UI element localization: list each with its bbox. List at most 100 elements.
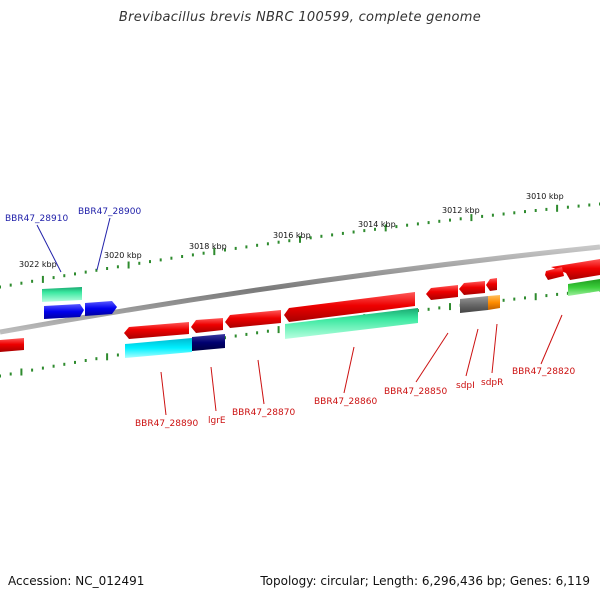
gene-bbr47-28860-arrow[interactable]: [284, 292, 415, 322]
outer-scale-major-tick: [384, 224, 387, 232]
outer-scale-minor-tick: [288, 239, 291, 243]
outer-scale-minor-tick: [374, 227, 376, 231]
inner-scale-minor-tick: [266, 329, 269, 333]
inner-scale-major-tick: [277, 326, 280, 334]
outer-scale-minor-tick: [0, 285, 1, 289]
inner-scale-minor-tick: [84, 359, 87, 362]
inner-scale-minor-tick: [41, 366, 44, 370]
outer-scale-major-tick: [299, 235, 301, 243]
gene-bbr47-28870-arrow[interactable]: [225, 310, 281, 328]
scale-labels: 3022 kbp 3020 kbp 3018 kbp 3016 kbp 3014…: [19, 192, 564, 269]
inner-scale-minor-tick: [524, 296, 526, 300]
label-bbr47-28890[interactable]: BBR47_28890: [135, 419, 198, 429]
leader-lines: [36, 217, 563, 416]
label-bbr47-28900[interactable]: BBR47_28900: [78, 207, 141, 217]
outer-scale-minor-tick: [320, 234, 323, 238]
gene-sdpi-bar[interactable]: [460, 296, 488, 313]
outer-scale-minor-tick: [309, 236, 312, 240]
leader-bbr47-28910: [36, 224, 62, 273]
label-lgre[interactable]: lgrE: [208, 416, 226, 426]
outer-scale-minor-tick: [341, 231, 344, 235]
gene-bbr47-28890-bar[interactable]: [125, 338, 192, 358]
gene-bbr47-28900-arrow[interactable]: [85, 301, 117, 316]
outer-scale-minor-tick: [416, 222, 419, 226]
inner-scale-minor-tick: [74, 360, 76, 364]
outer-scale-minor-tick: [352, 230, 355, 234]
map-title: Brevibacillus brevis NBRC 100599, comple…: [118, 10, 482, 25]
gene-sdpr-arrow[interactable]: [486, 278, 497, 291]
forward-genes: [42, 259, 600, 319]
gene-bbr47-28890-arrow[interactable]: [124, 322, 189, 339]
outer-scale-minor-tick: [74, 272, 76, 276]
outer-scale-minor-tick: [449, 218, 451, 222]
inner-scale-minor-tick: [116, 353, 119, 357]
inner-scale-major-tick: [20, 368, 23, 376]
outer-scale-minor-tick: [524, 210, 526, 214]
label-bbr47-28820[interactable]: BBR47_28820: [512, 367, 575, 377]
gene-bbr47-28830-arrow[interactable]: [545, 267, 564, 280]
gene-lgre-arrow[interactable]: [191, 318, 223, 333]
inner-scale-minor-tick: [9, 372, 12, 376]
outer-scale-minor-tick: [277, 240, 280, 244]
gene-bbr47-28850-arrow[interactable]: [426, 285, 458, 300]
inner-scale-minor-tick: [502, 298, 505, 302]
gene-lgre-bar[interactable]: [192, 334, 225, 351]
inner-scale-minor-tick: [545, 294, 548, 298]
outer-scale-minor-tick: [224, 248, 226, 252]
outer-scale-minor-tick: [191, 253, 194, 257]
gene-sdpi-arrow[interactable]: [459, 281, 485, 295]
inner-scale-minor-tick: [245, 332, 248, 336]
label-bbr47-28850[interactable]: BBR47_28850: [384, 387, 447, 397]
inner-scale-minor-tick: [52, 364, 55, 368]
outer-scale-minor-tick: [149, 260, 151, 264]
gene-sdpr-bar[interactable]: [488, 295, 500, 310]
leader-sdpr: [491, 323, 498, 374]
inner-scale-minor-tick: [556, 292, 559, 296]
outer-scale-minor-tick: [245, 245, 248, 249]
outer-scale-major-tick: [41, 275, 44, 283]
leader-bbr47-28900: [96, 217, 111, 271]
outer-scale-major-tick: [470, 214, 473, 222]
gene-bbr47-28860-bar[interactable]: [285, 308, 418, 339]
inner-scale-minor-tick: [234, 334, 237, 338]
outer-scale-minor-tick: [577, 204, 580, 208]
gene-bbr47-28910-arrow[interactable]: [44, 304, 84, 319]
scale-label-3012: 3012 kbp: [442, 206, 480, 215]
scale-label-3014: 3014 kbp: [358, 220, 396, 229]
inner-scale-minor-tick: [256, 331, 259, 335]
outer-scale-minor-tick: [181, 255, 184, 258]
genome-backbone: [0, 244, 600, 335]
outer-scale-minor-tick: [84, 270, 87, 274]
label-bbr47-28860[interactable]: BBR47_28860: [314, 397, 377, 407]
outer-scale-minor-tick: [9, 283, 12, 287]
outer-scale-minor-tick: [588, 203, 591, 207]
outer-scale-minor-tick: [256, 243, 259, 247]
leader-bbr47-28850: [415, 332, 449, 383]
label-bbr47-28910[interactable]: BBR47_28910: [5, 214, 68, 224]
reverse-genes: [0, 278, 500, 358]
outer-scale-minor-tick: [459, 217, 462, 221]
label-bbr47-28870[interactable]: BBR47_28870: [232, 408, 295, 418]
outer-scale-minor-tick: [106, 267, 109, 270]
gene-bbr47-28820-arrow[interactable]: [551, 259, 600, 280]
inner-scale-minor-tick: [438, 306, 441, 310]
gene-bbr47-28910-bar[interactable]: [42, 287, 82, 302]
label-sdpr[interactable]: sdpR: [481, 378, 503, 388]
label-sdpi[interactable]: sdpI: [456, 381, 475, 391]
scale-label-3016: 3016 kbp: [273, 231, 311, 240]
gene-left-edge-arrow[interactable]: [0, 338, 24, 352]
leader-bbr47-28820: [540, 314, 563, 365]
inner-scale-minor-tick: [427, 307, 430, 311]
scale-label-3010: 3010 kbp: [526, 192, 564, 201]
outer-scale-minor-tick: [427, 221, 430, 225]
inner-scale-minor-tick: [513, 297, 516, 301]
outer-scale-minor-tick: [159, 258, 162, 262]
accession-text: Accession: NC_012491: [8, 574, 145, 588]
gene-bbr47-28820-bar[interactable]: [568, 279, 600, 296]
inner-scale-major-tick: [534, 293, 537, 301]
gene-labels: BBR47_28910 BBR47_28900 BBR47_28890 lgrE…: [5, 207, 575, 429]
outer-scale-minor-tick: [545, 207, 548, 211]
outer-scale-minor-tick: [234, 246, 237, 250]
inner-scale-minor-tick: [31, 368, 34, 372]
topology-text: Topology: circular; Length: 6,296,436 bp…: [260, 574, 590, 588]
